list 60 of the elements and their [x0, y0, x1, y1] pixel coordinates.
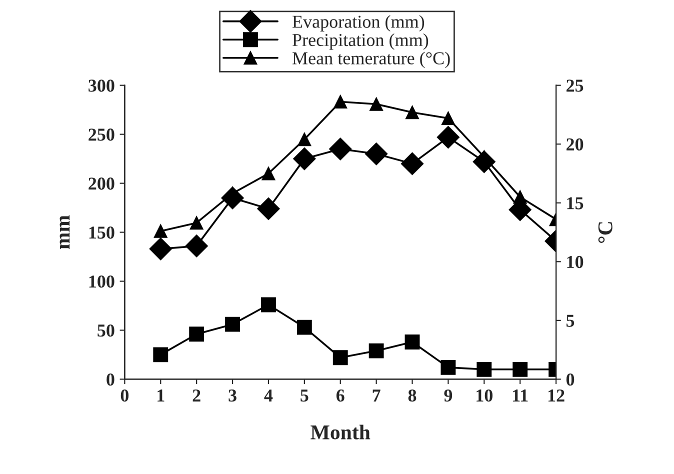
- x-tick-label: 0: [120, 389, 129, 402]
- x-tick-label: 7: [372, 390, 380, 402]
- point: [154, 224, 168, 238]
- y2-tick-label: 20: [566, 138, 584, 151]
- y-tick-label: 0: [106, 373, 114, 386]
- point: [436, 126, 460, 149]
- point: [476, 362, 492, 377]
- y-tick-label: 150: [89, 226, 114, 239]
- point: [400, 152, 424, 176]
- x-tick-label: 5: [300, 390, 308, 402]
- point: [364, 142, 388, 166]
- point: [441, 111, 455, 126]
- y-tick-label: 250: [88, 128, 114, 141]
- y2-tick-label: 0: [566, 373, 574, 386]
- point: [153, 347, 168, 362]
- legend-label: Precipitation (mm): [292, 33, 428, 50]
- y-axis-title: mm: [60, 215, 70, 250]
- x-tick-label: 12: [548, 389, 564, 402]
- y2-axis-title: °C: [598, 222, 612, 243]
- legend-label: Mean temerature (°C): [292, 52, 450, 68]
- point: [368, 343, 384, 358]
- point: [440, 360, 456, 375]
- point: [513, 190, 527, 204]
- point: [257, 197, 280, 220]
- x-tick-label: 9: [444, 389, 452, 402]
- point: [149, 238, 172, 260]
- point: [225, 316, 240, 332]
- x-tick-label: 6: [336, 389, 344, 402]
- x-tick-label: 2: [192, 389, 200, 402]
- y2-tick-label: 15: [567, 197, 584, 210]
- legend-label: Evaporation (mm): [292, 15, 424, 32]
- x-tick-label: 8: [408, 389, 416, 402]
- point: [185, 234, 208, 258]
- y-tick-label: 50: [98, 324, 114, 337]
- point: [190, 216, 204, 230]
- y2-tick-label: 25: [566, 80, 584, 92]
- y-tick-label: 300: [88, 80, 114, 92]
- point: [405, 106, 420, 120]
- x-tick-label: 11: [513, 390, 528, 402]
- x-tick-label: 1: [158, 390, 164, 402]
- x-tick-label: 10: [476, 389, 492, 402]
- point: [332, 350, 348, 366]
- point: [370, 97, 384, 111]
- x-tick-label: 4: [264, 390, 273, 402]
- x-axis-title: Month: [310, 424, 370, 440]
- point: [334, 95, 348, 109]
- y-tick-label: 100: [89, 275, 114, 288]
- point: [296, 320, 312, 335]
- point: [512, 362, 528, 377]
- point: [262, 166, 276, 180]
- point: [261, 297, 276, 312]
- point: [189, 326, 204, 342]
- point: [298, 132, 312, 146]
- y2-tick-label: 5: [566, 314, 574, 327]
- y-tick-label: 200: [88, 178, 114, 190]
- point: [329, 138, 352, 160]
- y2-tick-label: 10: [567, 256, 584, 268]
- point: [404, 334, 420, 350]
- point: [293, 147, 316, 170]
- x-tick-label: 3: [228, 389, 236, 402]
